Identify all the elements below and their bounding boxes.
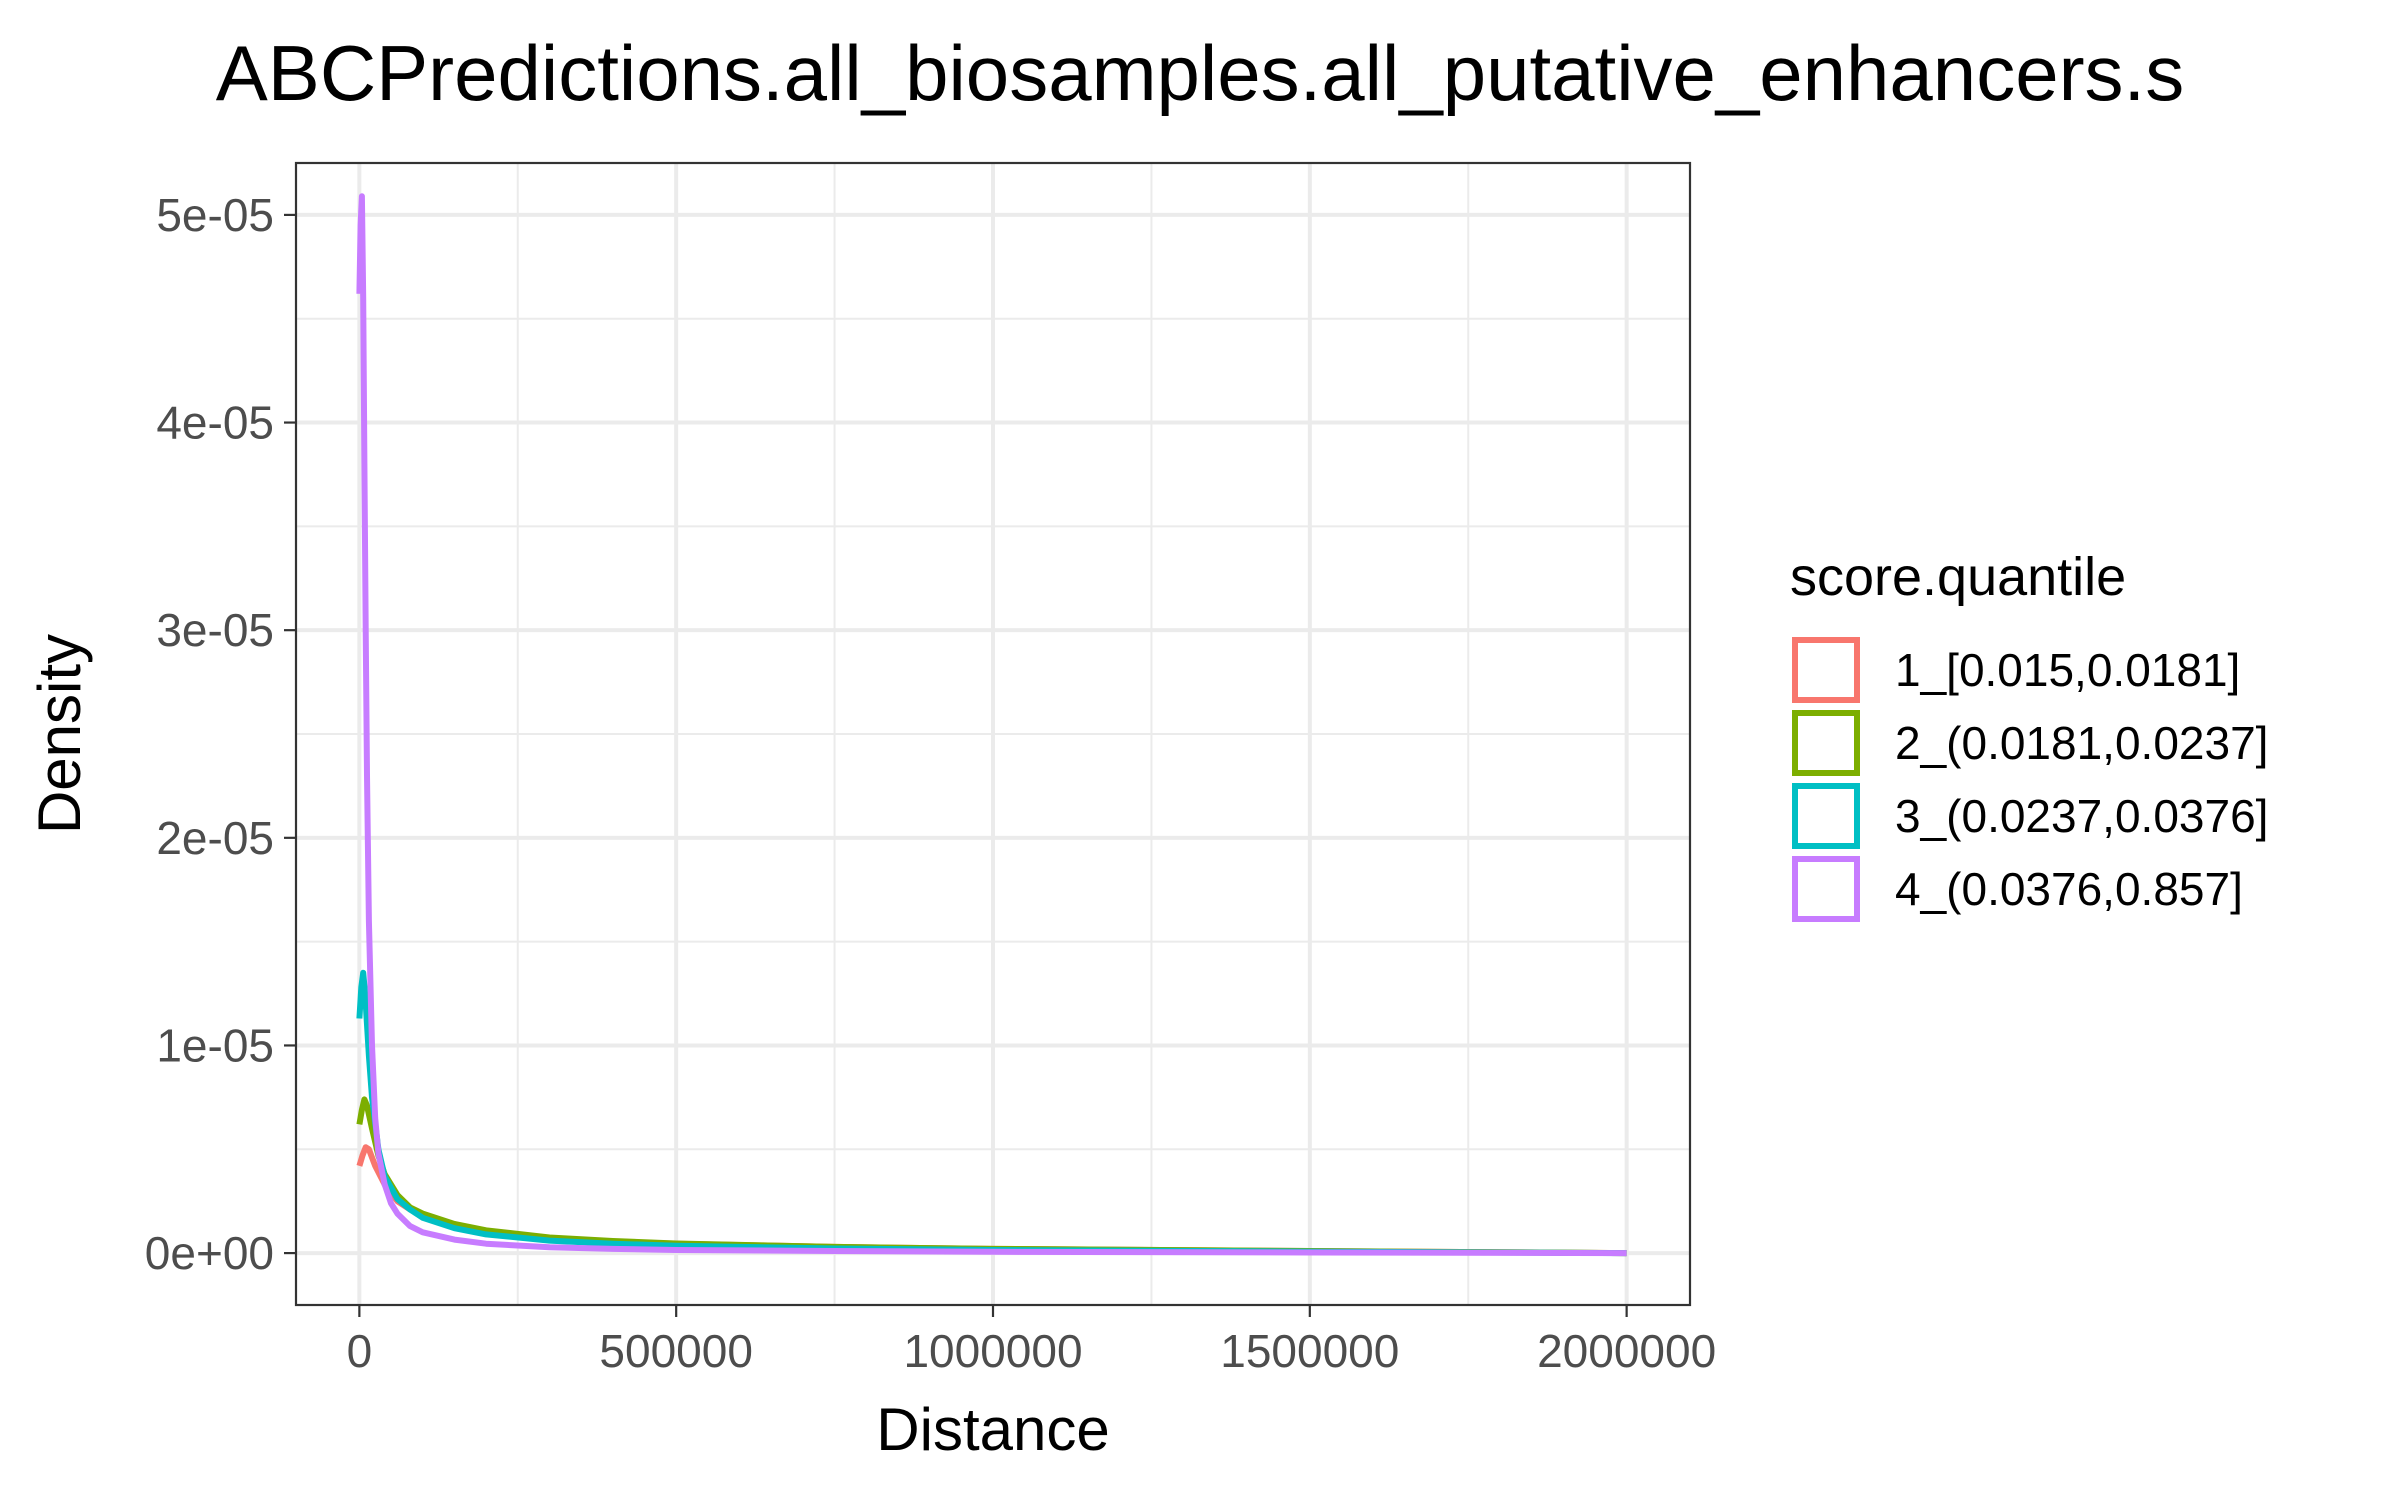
legend-key-1 xyxy=(1792,637,1860,703)
legend-key-2 xyxy=(1792,710,1860,776)
x-axis: 0 500000 1000000 1500000 2000000 xyxy=(347,1305,1716,1377)
series-layer xyxy=(356,193,1627,1257)
y-tick-label: 3e-05 xyxy=(156,604,274,656)
chart-title: ABCPredictions.all_biosamples.all_putati… xyxy=(216,29,2184,117)
y-tick-label: 1e-05 xyxy=(156,1019,274,1071)
legend-items: 1_[0.015,0.0181] 2_(0.0181,0.0237] 3_(0.02… xyxy=(1792,637,2268,922)
y-tick-label: 5e-05 xyxy=(156,189,274,241)
legend-title: score.quantile xyxy=(1790,547,2126,607)
legend-key-3 xyxy=(1792,783,1860,849)
y-axis-title: Density xyxy=(26,634,93,834)
legend-label-3: 3_(0.0237,0.0376] xyxy=(1895,790,2268,842)
y-axis: 0e+00 1e-05 2e-05 3e-05 4e-05 5e-05 xyxy=(145,189,296,1279)
legend-label-1: 1_[0.015,0.0181] xyxy=(1895,644,2240,696)
y-tick-label: 2e-05 xyxy=(156,812,274,864)
legend-label-4: 4_(0.0376,0.857] xyxy=(1895,863,2243,915)
x-tick-label: 1500000 xyxy=(1220,1325,1399,1377)
y-tick-label: 4e-05 xyxy=(156,397,274,449)
x-tick-label: 0 xyxy=(347,1325,373,1377)
series-line-4 xyxy=(356,193,1627,1257)
legend-key-4 xyxy=(1792,856,1860,922)
x-tick-label: 2000000 xyxy=(1537,1325,1716,1377)
x-tick-label: 500000 xyxy=(599,1325,753,1377)
x-axis-title: Distance xyxy=(876,1396,1109,1463)
legend-label-2: 2_(0.0181,0.0237] xyxy=(1895,717,2268,769)
legend: score.quantile 1_[0.015,0.0181] 2_(0.0181… xyxy=(1790,547,2268,922)
y-tick-label: 0e+00 xyxy=(145,1227,274,1279)
x-tick-label: 1000000 xyxy=(903,1325,1082,1377)
